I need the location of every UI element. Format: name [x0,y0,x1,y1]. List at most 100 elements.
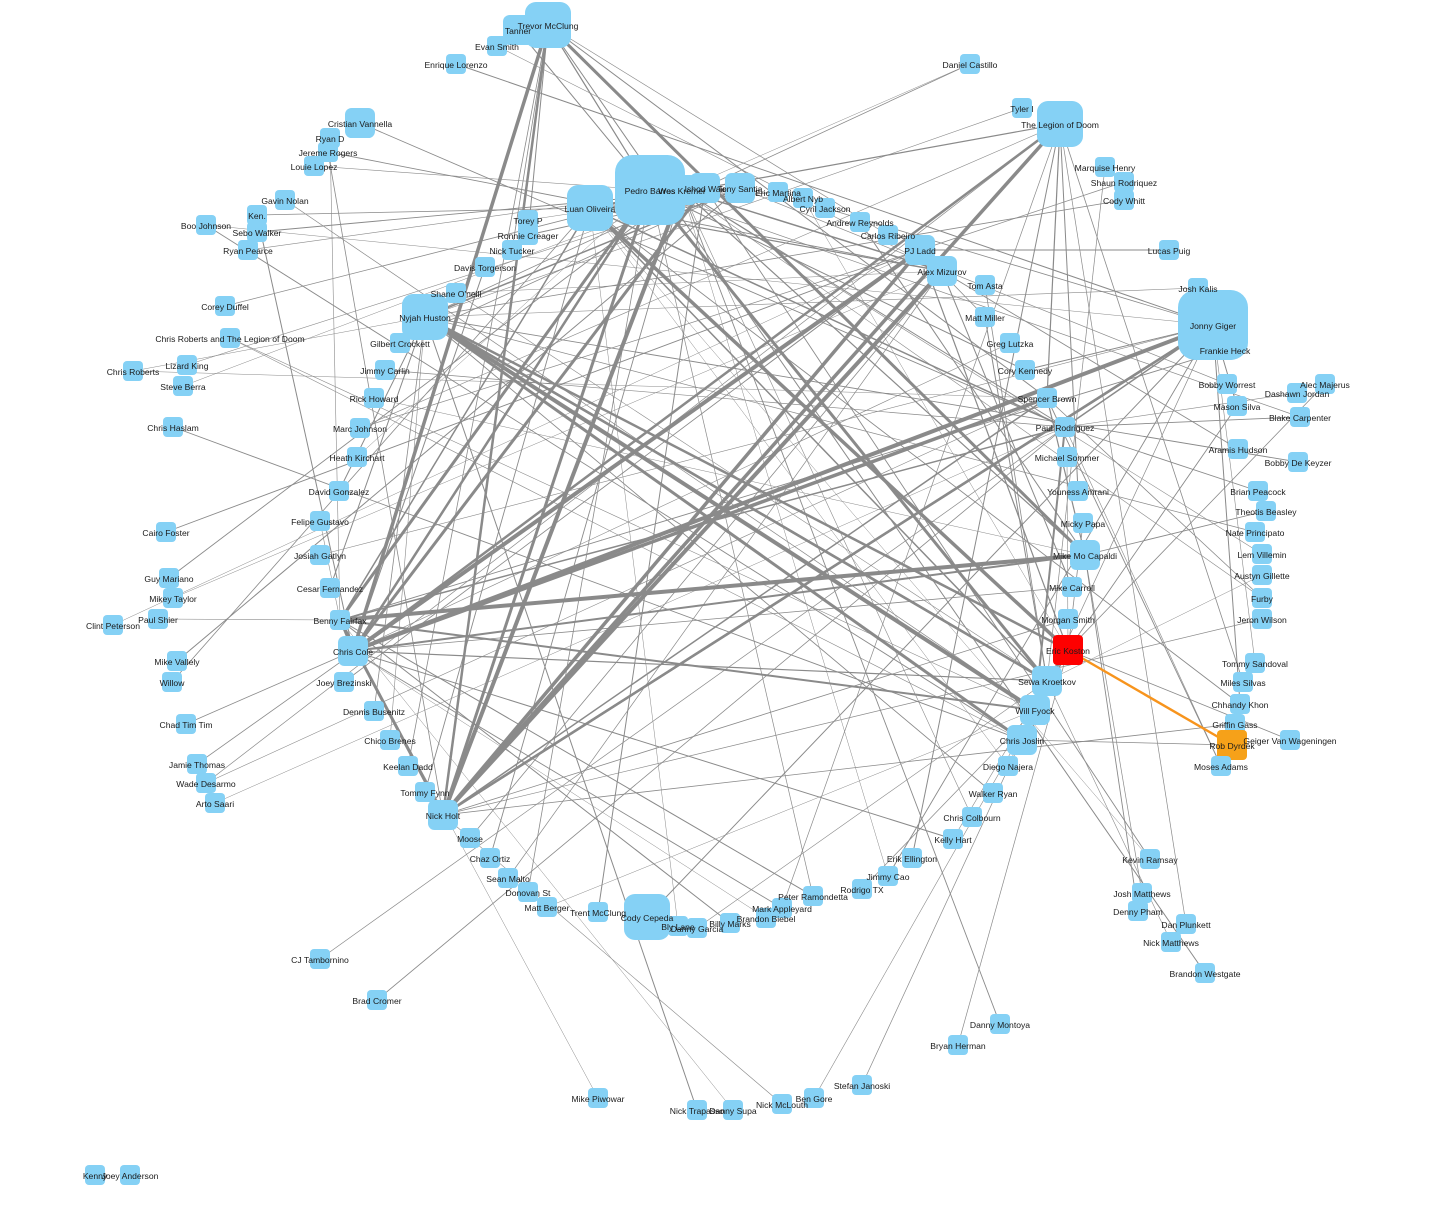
svg-text:Torey P: Torey P [513,216,542,226]
svg-text:Mike Mo Capaldi: Mike Mo Capaldi [1053,551,1117,561]
svg-text:Albert Nyb: Albert Nyb [783,194,823,204]
svg-text:Jeron Wilson: Jeron Wilson [1237,615,1287,625]
svg-text:Jimmy Carlin: Jimmy Carlin [360,366,410,376]
svg-text:Nyjah Huston: Nyjah Huston [399,313,451,323]
svg-text:Louie Lopez: Louie Lopez [291,162,338,172]
svg-text:Mark Appleyard: Mark Appleyard [752,904,812,914]
svg-text:Theotis Beasley: Theotis Beasley [1235,507,1297,517]
svg-text:Dan Plunkett: Dan Plunkett [1161,920,1211,930]
svg-text:Brian Peacock: Brian Peacock [1230,487,1286,497]
svg-text:Felipe Gustavo: Felipe Gustavo [291,517,349,527]
svg-text:Lizard King: Lizard King [166,361,209,371]
svg-text:Corey Duffel: Corey Duffel [201,302,249,312]
svg-text:Tom Asta: Tom Asta [967,281,1003,291]
svg-text:Furby: Furby [1251,594,1274,604]
svg-text:Eric Koston: Eric Koston [1046,646,1090,656]
svg-text:Youness Amrani: Youness Amrani [1047,487,1109,497]
svg-text:Erik Ellington: Erik Ellington [887,854,937,864]
svg-text:Arto Saari: Arto Saari [196,799,234,809]
svg-text:Frankie Heck: Frankie Heck [1200,346,1251,356]
svg-text:Jonny Giger: Jonny Giger [1190,321,1236,331]
svg-text:Michael Sommer: Michael Sommer [1035,453,1100,463]
svg-text:Paul Shier: Paul Shier [138,615,178,625]
svg-text:Jimmy Cao: Jimmy Cao [867,872,910,882]
svg-text:Shane O'neill: Shane O'neill [431,289,482,299]
svg-text:Danny Montoya: Danny Montoya [970,1020,1030,1030]
svg-text:Clint Peterson: Clint Peterson [86,621,140,631]
svg-text:Jamie Thomas: Jamie Thomas [169,760,225,770]
svg-text:Steve Berra: Steve Berra [160,382,206,392]
svg-text:Joey Anderson: Joey Anderson [102,1171,159,1181]
svg-text:Tommy Fynn: Tommy Fynn [400,788,449,798]
svg-text:Mike Carroll: Mike Carroll [1049,583,1095,593]
svg-text:Marquise Henry: Marquise Henry [1075,163,1136,173]
svg-text:Cyril Jackson: Cyril Jackson [799,204,850,214]
svg-text:Daniel Castillo: Daniel Castillo [943,60,998,70]
svg-text:Bryan Herman: Bryan Herman [930,1041,986,1051]
svg-text:Joey Brezinski: Joey Brezinski [316,678,371,688]
svg-text:Wade Desarmo: Wade Desarmo [176,779,236,789]
svg-text:Guy Mariano: Guy Mariano [144,574,193,584]
svg-text:Andrew Reynolds: Andrew Reynolds [826,218,893,228]
svg-text:Trent McClung: Trent McClung [570,908,626,918]
svg-text:Matt Miller: Matt Miller [965,313,1005,323]
svg-text:Ronnie Creager: Ronnie Creager [498,231,559,241]
svg-text:Micky Papa: Micky Papa [1061,519,1106,529]
svg-text:Bobby De Keyzer: Bobby De Keyzer [1265,458,1332,468]
svg-text:Willow: Willow [160,678,186,688]
svg-text:Keelan Dadd: Keelan Dadd [383,762,433,772]
svg-text:Chris Haslam: Chris Haslam [147,423,199,433]
svg-text:PJ Ladd: PJ Ladd [904,246,936,256]
svg-text:Cristian Vannella: Cristian Vannella [328,119,393,129]
svg-text:Chris Roberts: Chris Roberts [107,367,160,377]
svg-text:Chris Cole: Chris Cole [333,647,373,657]
svg-text:Paul Rodriguez: Paul Rodriguez [1036,423,1095,433]
svg-text:Matt Berger: Matt Berger [525,903,570,913]
svg-text:Chris Roberts and The Legion o: Chris Roberts and The Legion of Doom [155,334,304,344]
svg-text:Gilbert Crockett: Gilbert Crockett [370,339,430,349]
svg-text:Moses Adams: Moses Adams [1194,762,1248,772]
svg-text:Miles Silvas: Miles Silvas [1220,678,1265,688]
svg-text:Ryan D: Ryan D [316,134,345,144]
svg-text:Chhandy Khon: Chhandy Khon [1212,700,1269,710]
svg-text:Ben Gore: Ben Gore [796,1094,833,1104]
svg-text:Lucas Puig: Lucas Puig [1148,246,1191,256]
svg-text:Nick Tucker: Nick Tucker [490,246,535,256]
svg-text:Kelly Hart: Kelly Hart [934,835,972,845]
svg-text:Austyn Gillette: Austyn Gillette [1234,571,1290,581]
svg-text:Billy Marks: Billy Marks [709,919,751,929]
svg-text:Chris Colbourn: Chris Colbourn [943,813,1001,823]
svg-text:Gavin Nolan: Gavin Nolan [261,196,309,206]
svg-text:Josh Matthews: Josh Matthews [1113,889,1170,899]
svg-text:Chad Tim Tim: Chad Tim Tim [159,720,212,730]
svg-text:Rick Howard: Rick Howard [350,394,399,404]
svg-text:Mason Silva: Mason Silva [1214,402,1261,412]
svg-text:Chris Joslin: Chris Joslin [1000,736,1045,746]
svg-text:Jereme Rogers: Jereme Rogers [299,148,358,158]
svg-text:Cody Whitt: Cody Whitt [1103,196,1146,206]
svg-text:Boo Johnson: Boo Johnson [181,221,231,231]
svg-text:Benny Fairfax: Benny Fairfax [313,616,367,626]
svg-text:Ken.: Ken. [248,211,266,221]
svg-text:Sewa Kroetkov: Sewa Kroetkov [1018,677,1077,687]
svg-text:Alex Mizurov: Alex Mizurov [917,267,967,277]
svg-text:Evan Smith: Evan Smith [475,42,519,52]
svg-text:Diego Najera: Diego Najera [983,762,1033,772]
svg-text:Mike Piwowar: Mike Piwowar [571,1094,624,1104]
svg-text:Tyler I: Tyler I [1010,104,1033,114]
svg-text:Moose: Moose [457,834,483,844]
svg-text:Blake Carpenter: Blake Carpenter [1269,413,1331,423]
svg-text:Marc Johnson: Marc Johnson [333,424,387,434]
svg-text:David Gonzalez: David Gonzalez [309,487,370,497]
svg-text:Lem Villemin: Lem Villemin [1237,550,1286,560]
svg-text:Donovan St: Donovan St [506,888,552,898]
svg-text:The Legion of Doom: The Legion of Doom [1021,120,1099,130]
svg-text:Ryan Pearce: Ryan Pearce [223,246,273,256]
svg-text:Denny Pham: Denny Pham [1113,907,1163,917]
svg-text:Greg Lutzka: Greg Lutzka [987,339,1034,349]
svg-text:Griffin Gass: Griffin Gass [1212,720,1257,730]
svg-text:Dashawn Jordan: Dashawn Jordan [1265,389,1330,399]
svg-text:Dennis Busenitz: Dennis Busenitz [343,707,405,717]
svg-text:Nick Matthews: Nick Matthews [1143,938,1199,948]
svg-text:Cory Kennedy: Cory Kennedy [998,366,1053,376]
